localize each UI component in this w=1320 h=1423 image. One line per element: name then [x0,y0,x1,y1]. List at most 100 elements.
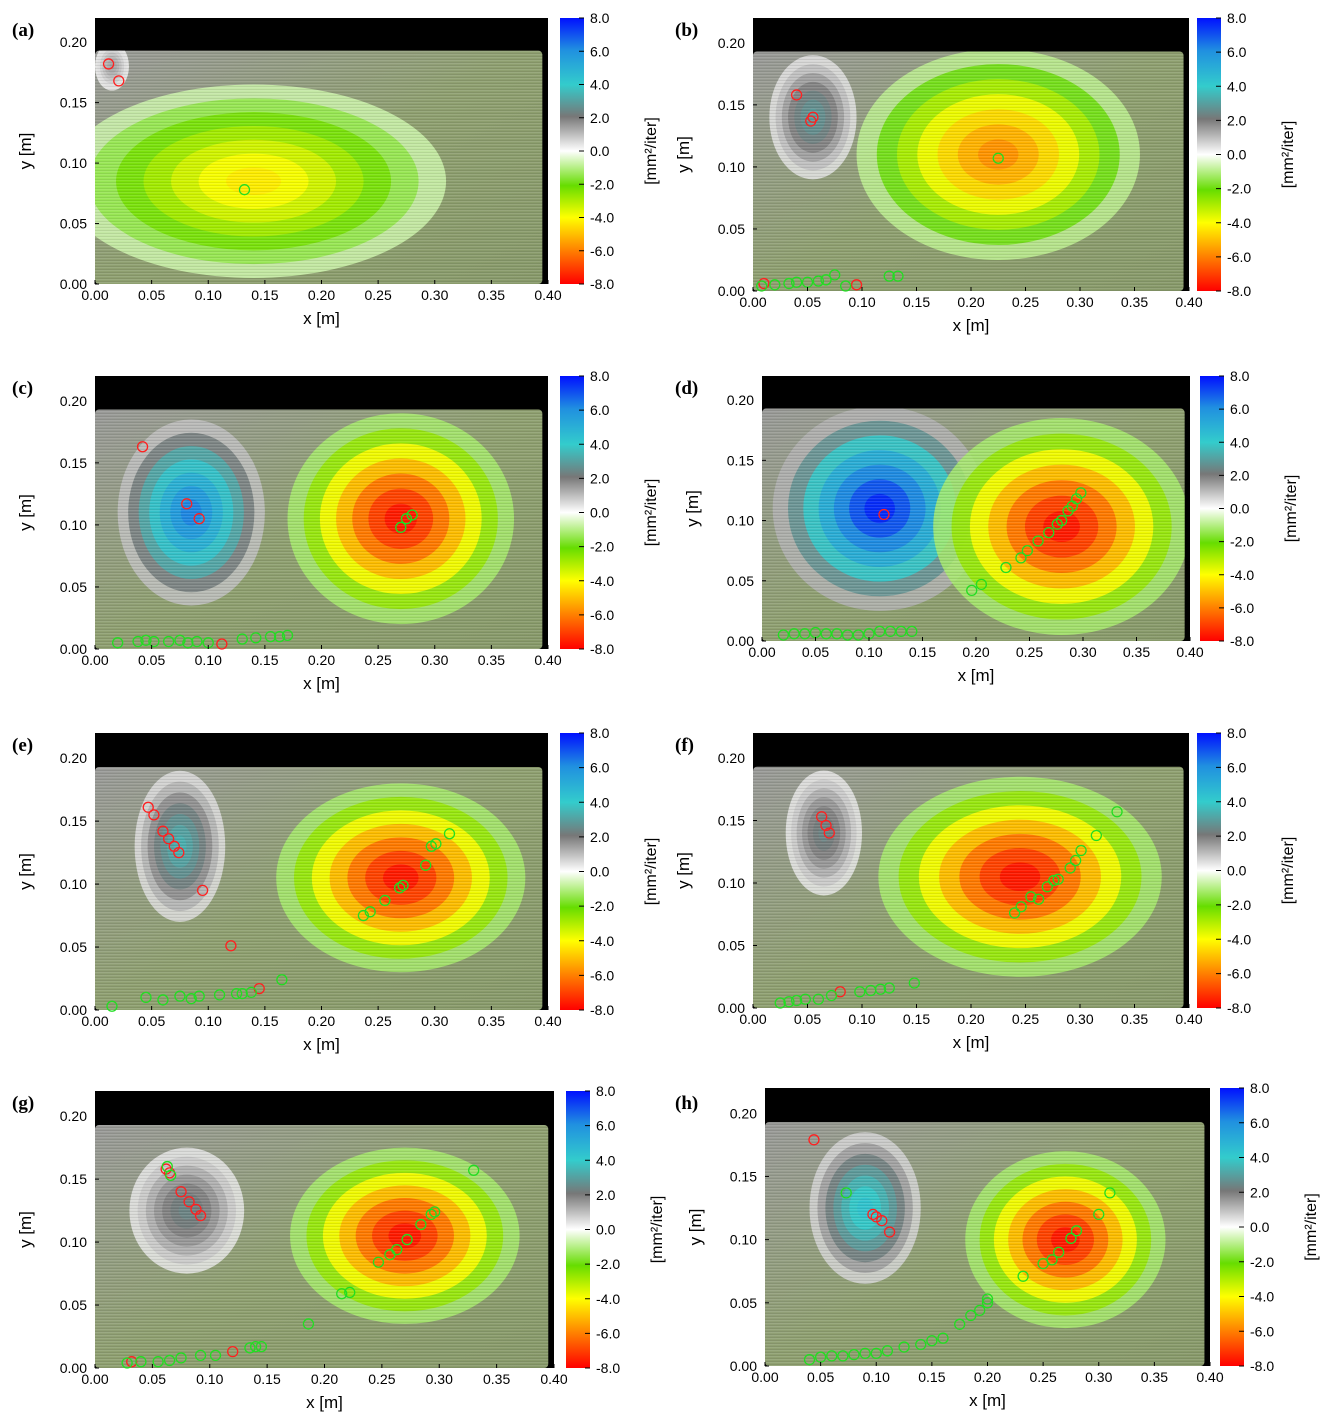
red-marker [758,277,770,290]
x-tick-label: 0.40 [534,1013,561,1029]
colorbar-tick-label: -2.0 [1227,181,1251,197]
green-marker [157,994,169,1006]
y-tick-label: 0.10 [730,1232,757,1248]
panel-h: (h) 0.00 0.05 0.10 0.15 0.20 0.25 0.30 0.35 0.40 0… [675,1080,1320,1410]
green-marker [1046,1254,1058,1266]
y-tick-label: 0.00 [60,641,87,657]
colorbar-tick-label: -2.0 [590,898,614,914]
x-tick-label: 0.05 [807,1369,834,1385]
colorbar-tick-label: -6.0 [590,243,614,259]
colorbar-label: [mm²/iter] [643,838,660,906]
y-axis-label: y [m] [674,136,693,173]
colorbar-tick-label: 2.0 [590,470,610,486]
green-marker [230,987,243,1000]
colorbar-tick-label: 0.0 [590,143,610,159]
green-marker [769,279,781,291]
green-marker [883,982,895,994]
flow-field [95,1124,549,1368]
green-marker [812,993,825,1005]
red-marker [173,846,185,859]
y-tick-label: 0.00 [60,1360,87,1376]
x-tick-label: 0.40 [534,652,561,668]
red-marker [193,513,205,525]
y-tick-label: 0.10 [60,1234,87,1250]
colorbar-tick-label: -4.0 [590,573,614,589]
y-tick-label: 0.00 [60,276,87,292]
panel-e: (e) 0.00 0.05 0.10 0.15 0.20 0.25 0.30 0.35 0.40 0… [12,725,660,1054]
green-marker [756,280,768,292]
red-marker [148,809,160,821]
y-axis-label: y [m] [16,133,35,170]
green-marker [826,1350,838,1362]
x-tick-label: 0.25 [1030,1369,1057,1385]
green-marker [1000,561,1012,574]
x-axis-label: x [m] [953,316,990,335]
green-marker [393,882,406,894]
panel-label: (h) [675,1093,698,1114]
colorbar-tick-label: -6.0 [1227,249,1251,265]
y-axis-label: y [m] [686,1209,705,1246]
panel-label: (c) [12,378,33,399]
green-marker [788,628,800,640]
colorbar-tick-label: 2.0 [1227,112,1247,128]
green-marker [429,1206,441,1218]
green-marker [112,637,124,649]
green-marker [244,1342,256,1354]
green-marker [336,1288,348,1300]
green-marker [193,990,205,1002]
colorbar-tick-label: -8.0 [596,1360,620,1376]
colorbar-tick-label: 2.0 [1227,828,1247,844]
x-tick-label: 0.40 [1175,1011,1202,1027]
panel-g: (g) 0.00 0.05 0.10 0.15 0.20 0.25 0.30 0.35 0.40 0… [12,1083,666,1412]
y-tick-label: 0.10 [60,876,87,892]
x-tick-label: 0.10 [195,1013,222,1029]
colorbar-tick-label: 8.0 [590,725,610,741]
green-marker [135,1356,147,1368]
x-tick-label: 0.10 [848,294,875,310]
green-marker [1008,907,1021,919]
red-marker [790,89,803,101]
colorbar-tick-label: -2.0 [596,1256,620,1272]
x-tick-label: 0.40 [540,1371,567,1387]
colorbar-tick-label: 0.0 [1250,1219,1270,1235]
green-marker [194,1349,207,1362]
y-tick-label: 0.15 [727,452,754,468]
green-marker [1048,874,1060,887]
green-marker [831,628,843,640]
x-tick-label: 0.25 [365,652,392,668]
y-tick-label: 0.20 [730,1105,757,1121]
x-tick-label: 0.15 [903,294,930,310]
x-tick-label: 0.05 [138,1013,165,1029]
green-marker [1070,1225,1083,1237]
colorbar-tick-label: -8.0 [1250,1358,1274,1374]
y-tick-label: 0.20 [60,750,87,766]
green-marker [191,635,203,648]
panel-label: (e) [12,735,33,756]
colorbar-tick-label: 2.0 [596,1187,616,1203]
green-marker [1015,552,1027,564]
x-tick-label: 0.00 [739,1011,766,1027]
green-marker [1043,526,1055,539]
colorbar-tick-label: -8.0 [590,1002,614,1018]
red-marker [820,819,832,832]
red-marker [102,58,115,70]
green-marker [1075,487,1087,499]
x-tick-label: 0.25 [368,1371,395,1387]
colorbar-tick-label: -8.0 [1227,283,1251,299]
green-marker [840,280,852,292]
green-marker [783,996,795,1008]
green-marker [209,1349,222,1362]
green-marker [829,269,841,281]
green-marker [870,1347,882,1360]
green-marker [874,625,886,638]
green-marker [898,1341,910,1353]
colorbar-tick-label: -6.0 [1227,966,1251,982]
x-tick-label: 0.15 [918,1369,945,1385]
panel-f: (f) 0.00 0.05 0.10 0.15 0.20 0.25 0.30 0.35 0.40 0… [674,725,1297,1052]
panel-b: (b) 0.00 0.05 0.10 0.15 0.20 0.25 0.30 0.35 0.40 0… [674,10,1297,335]
colorbar-tick-label: 2.0 [590,110,610,126]
x-tick-label: 0.25 [365,287,392,303]
y-tick-label: 0.00 [718,283,745,299]
colorbar-tick-label: -4.0 [1227,931,1251,947]
y-tick-label: 0.15 [718,813,745,829]
